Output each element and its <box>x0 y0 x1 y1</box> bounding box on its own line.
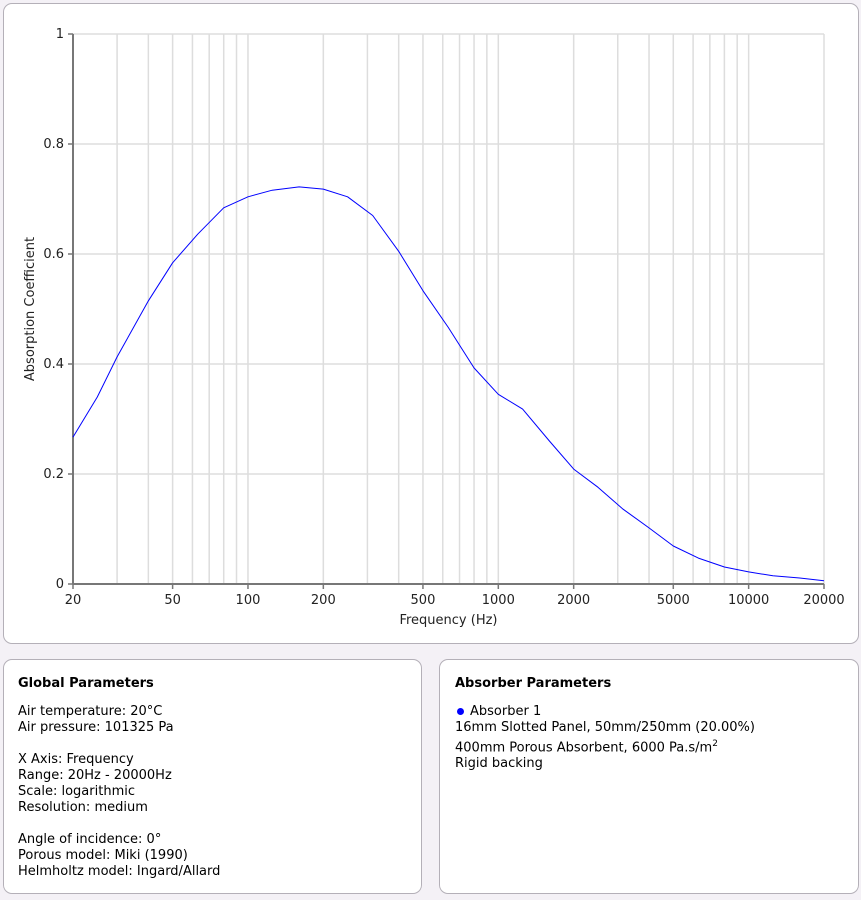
layer-1: 16mm Slotted Panel, 50mm/250mm (20.00%) <box>455 720 755 735</box>
y-tick-label: 1 <box>56 27 64 42</box>
global-parameters-title: Global Parameters <box>18 676 154 691</box>
series-dot-icon <box>457 707 464 715</box>
x-tick-label: 1000 <box>482 593 515 608</box>
air-temperature: Air temperature: 20°C <box>18 704 163 719</box>
x-axis: X Axis: Frequency <box>18 752 134 767</box>
x-tick-label: 100 <box>236 593 261 608</box>
y-tick-label: 0 <box>56 577 64 592</box>
x-tick-label: 5000 <box>657 593 690 608</box>
x-tick-label: 20 <box>65 593 82 608</box>
y-tick-label: 0.2 <box>43 467 64 482</box>
chart-panel: 0 0.2 0.4 0.6 0.8 1 20 50 100 200 500 1000 2000 5000 1… <box>3 3 859 644</box>
x-tick-label: 10000 <box>728 593 769 608</box>
x-tick-label: 200 <box>311 593 336 608</box>
y-tick-label: 0.8 <box>43 137 64 152</box>
absorber-name: Absorber 1 <box>470 704 542 719</box>
y-axis-label: Absorption Coefficient <box>23 237 38 381</box>
angle-of-incidence: Angle of incidence: 0° <box>18 832 162 847</box>
y-tick-label: 0.4 <box>43 357 64 372</box>
absorber-legend-item: Absorber 1 <box>455 704 843 720</box>
range: Range: 20Hz - 20000Hz <box>18 768 172 783</box>
series-line-absorber-1 <box>72 186 825 582</box>
scale: Scale: logarithmic <box>18 784 135 799</box>
layer-2: 400mm Porous Absorbent, 6000 Pa.s/m2 <box>455 736 843 756</box>
backing: Rigid backing <box>455 756 543 772</box>
y-tick-label: 0.6 <box>43 247 64 262</box>
x-tick-label: 2000 <box>557 593 590 608</box>
x-tick-label: 50 <box>164 593 181 608</box>
x-tick-label: 20000 <box>803 593 844 608</box>
resolution: Resolution: medium <box>18 800 148 815</box>
absorber-parameters-title: Absorber Parameters <box>455 676 612 691</box>
layer-2-superscript: 2 <box>712 739 718 749</box>
x-tick-label: 500 <box>411 593 436 608</box>
absorption-chart: 0 0.2 0.4 0.6 0.8 1 20 50 100 200 500 1000 2000 5000 1… <box>23 27 845 628</box>
global-parameters-panel: Global Parameters Air temperature: 20°C … <box>3 659 422 894</box>
layer-2-text: 400mm Porous Absorbent, 6000 Pa.s/m <box>455 740 713 756</box>
absorber-parameters-panel: Absorber Parameters Absorber 1 16mm Slot… <box>439 659 859 894</box>
x-axis-label: Frequency (Hz) <box>399 613 497 628</box>
air-pressure: Air pressure: 101325 Pa <box>18 720 174 735</box>
helmholtz-model: Helmholtz model: Ingard/Allard <box>18 864 221 879</box>
porous-model: Porous model: Miki (1990) <box>18 848 188 863</box>
